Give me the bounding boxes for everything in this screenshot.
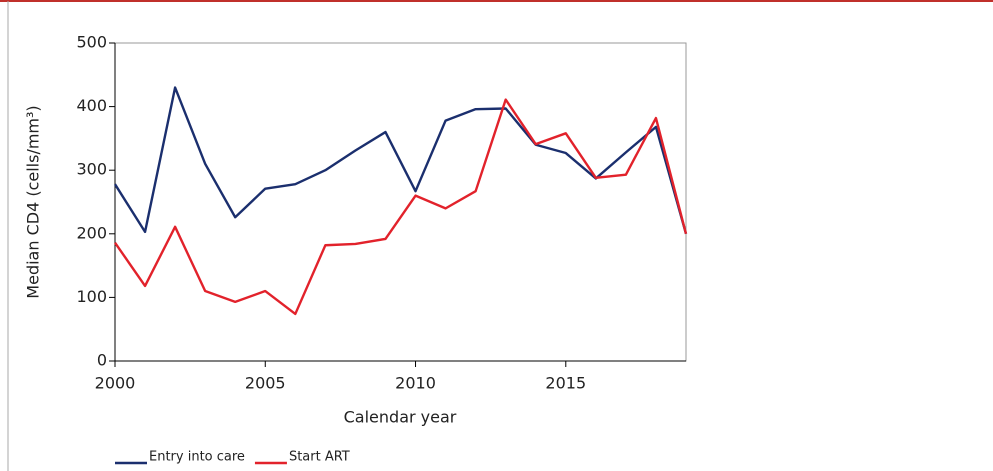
data-line	[113, 86, 688, 235]
x-tick-label: 2015	[545, 374, 586, 393]
y-tick-label: 0	[97, 351, 107, 370]
legend-label: Entry into care	[149, 450, 245, 465]
x-tick-label: 2010	[395, 374, 436, 393]
y-tick-label: 500	[76, 33, 107, 52]
y-tick-label: 400	[76, 96, 107, 115]
x-tick-label: 2005	[245, 374, 286, 393]
y-tick-label: 300	[76, 160, 107, 179]
y-tick-label: 200	[76, 223, 107, 242]
data-line	[114, 98, 688, 316]
x-tick-label: 2000	[95, 374, 136, 393]
y-tick-label: 100	[76, 287, 107, 306]
plot-frame	[114, 42, 687, 362]
x-axis-label: Calendar year	[344, 408, 457, 427]
y-axis-label: Median CD4 (cells/mm³)	[24, 105, 43, 298]
legend-label: Start ART	[289, 450, 350, 465]
